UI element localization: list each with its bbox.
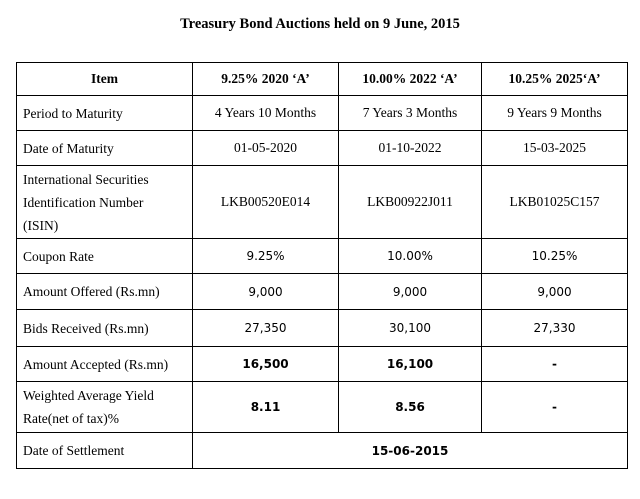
label-date-of-maturity: Date of Maturity (16, 130, 193, 166)
header-bond-2025: 10.25% 2025‘A’ (481, 62, 628, 96)
header-item: Item (16, 62, 193, 96)
cell-accepted-2025: - (481, 346, 628, 382)
label-yield-line1: Weighted Average Yield (23, 388, 154, 403)
label-isin: International Securities Identification … (16, 165, 193, 239)
treasury-bond-table: Item 9.25% 2020 ‘A’ 10.00% 2022 ‘A’ 10.2… (16, 62, 628, 469)
label-date-of-settlement: Date of Settlement (16, 432, 193, 469)
cell-coupon-2020: 9.25% (192, 238, 339, 274)
cell-accepted-2022: 16,100 (338, 346, 482, 382)
row-date-of-settlement: Date of Settlement 15-06-2015 (16, 432, 628, 469)
cell-period-2020: 4 Years 10 Months (192, 95, 339, 131)
header-row: Item 9.25% 2020 ‘A’ 10.00% 2022 ‘A’ 10.2… (16, 62, 628, 96)
cell-date-2025: 15-03-2025 (481, 130, 628, 166)
label-isin-line2: Identification Number (23, 194, 144, 210)
cell-period-2025: 9 Years 9 Months (481, 95, 628, 131)
row-date-of-maturity: Date of Maturity 01-05-2020 01-10-2022 1… (16, 130, 628, 166)
label-yield-line2: Rate(net of tax)% (23, 411, 119, 426)
cell-offered-2020: 9,000 (192, 273, 339, 310)
cell-period-2022: 7 Years 3 Months (338, 95, 482, 131)
cell-yield-2022: 8.56 (338, 381, 482, 433)
cell-date-2022: 01-10-2022 (338, 130, 482, 166)
label-bids-received: Bids Received (Rs.mn) (16, 309, 193, 347)
row-amount-accepted: Amount Accepted (Rs.mn) 16,500 16,100 - (16, 346, 628, 382)
row-period-to-maturity: Period to Maturity 4 Years 10 Months 7 Y… (16, 95, 628, 131)
cell-yield-2020: 8.11 (192, 381, 339, 433)
header-bond-2022: 10.00% 2022 ‘A’ (338, 62, 482, 96)
row-weighted-average-yield: Weighted Average Yield Rate(net of tax)%… (16, 381, 628, 433)
cell-isin-2025: LKB01025C157 (481, 165, 628, 239)
cell-bids-2020: 27,350 (192, 309, 339, 347)
label-period-to-maturity: Period to Maturity (16, 95, 193, 131)
header-bond-2020: 9.25% 2020 ‘A’ (192, 62, 339, 96)
row-bids-received: Bids Received (Rs.mn) 27,350 30,100 27,3… (16, 309, 628, 347)
cell-offered-2022: 9,000 (338, 273, 482, 310)
row-isin: International Securities Identification … (16, 165, 628, 239)
cell-settlement-date: 15-06-2015 (192, 432, 628, 469)
label-amount-accepted: Amount Accepted (Rs.mn) (16, 346, 193, 382)
row-amount-offered: Amount Offered (Rs.mn) 9,000 9,000 9,000 (16, 273, 628, 310)
row-coupon-rate: Coupon Rate 9.25% 10.00% 10.25% (16, 238, 628, 274)
cell-yield-2025: - (481, 381, 628, 433)
label-isin-line1: International Securities (23, 171, 149, 187)
cell-bids-2022: 30,100 (338, 309, 482, 347)
cell-accepted-2020: 16,500 (192, 346, 339, 382)
cell-offered-2025: 9,000 (481, 273, 628, 310)
label-coupon-rate: Coupon Rate (16, 238, 193, 274)
page-title: Treasury Bond Auctions held on 9 June, 2… (180, 16, 460, 32)
label-weighted-average-yield: Weighted Average Yield Rate(net of tax)% (16, 381, 193, 433)
cell-bids-2025: 27,330 (481, 309, 628, 347)
cell-coupon-2022: 10.00% (338, 238, 482, 274)
label-amount-offered: Amount Offered (Rs.mn) (16, 273, 193, 310)
cell-isin-2022: LKB00922J011 (338, 165, 482, 239)
label-isin-line3: (ISIN) (23, 217, 59, 233)
cell-coupon-2025: 10.25% (481, 238, 628, 274)
cell-isin-2020: LKB00520E014 (192, 165, 339, 239)
cell-date-2020: 01-05-2020 (192, 130, 339, 166)
